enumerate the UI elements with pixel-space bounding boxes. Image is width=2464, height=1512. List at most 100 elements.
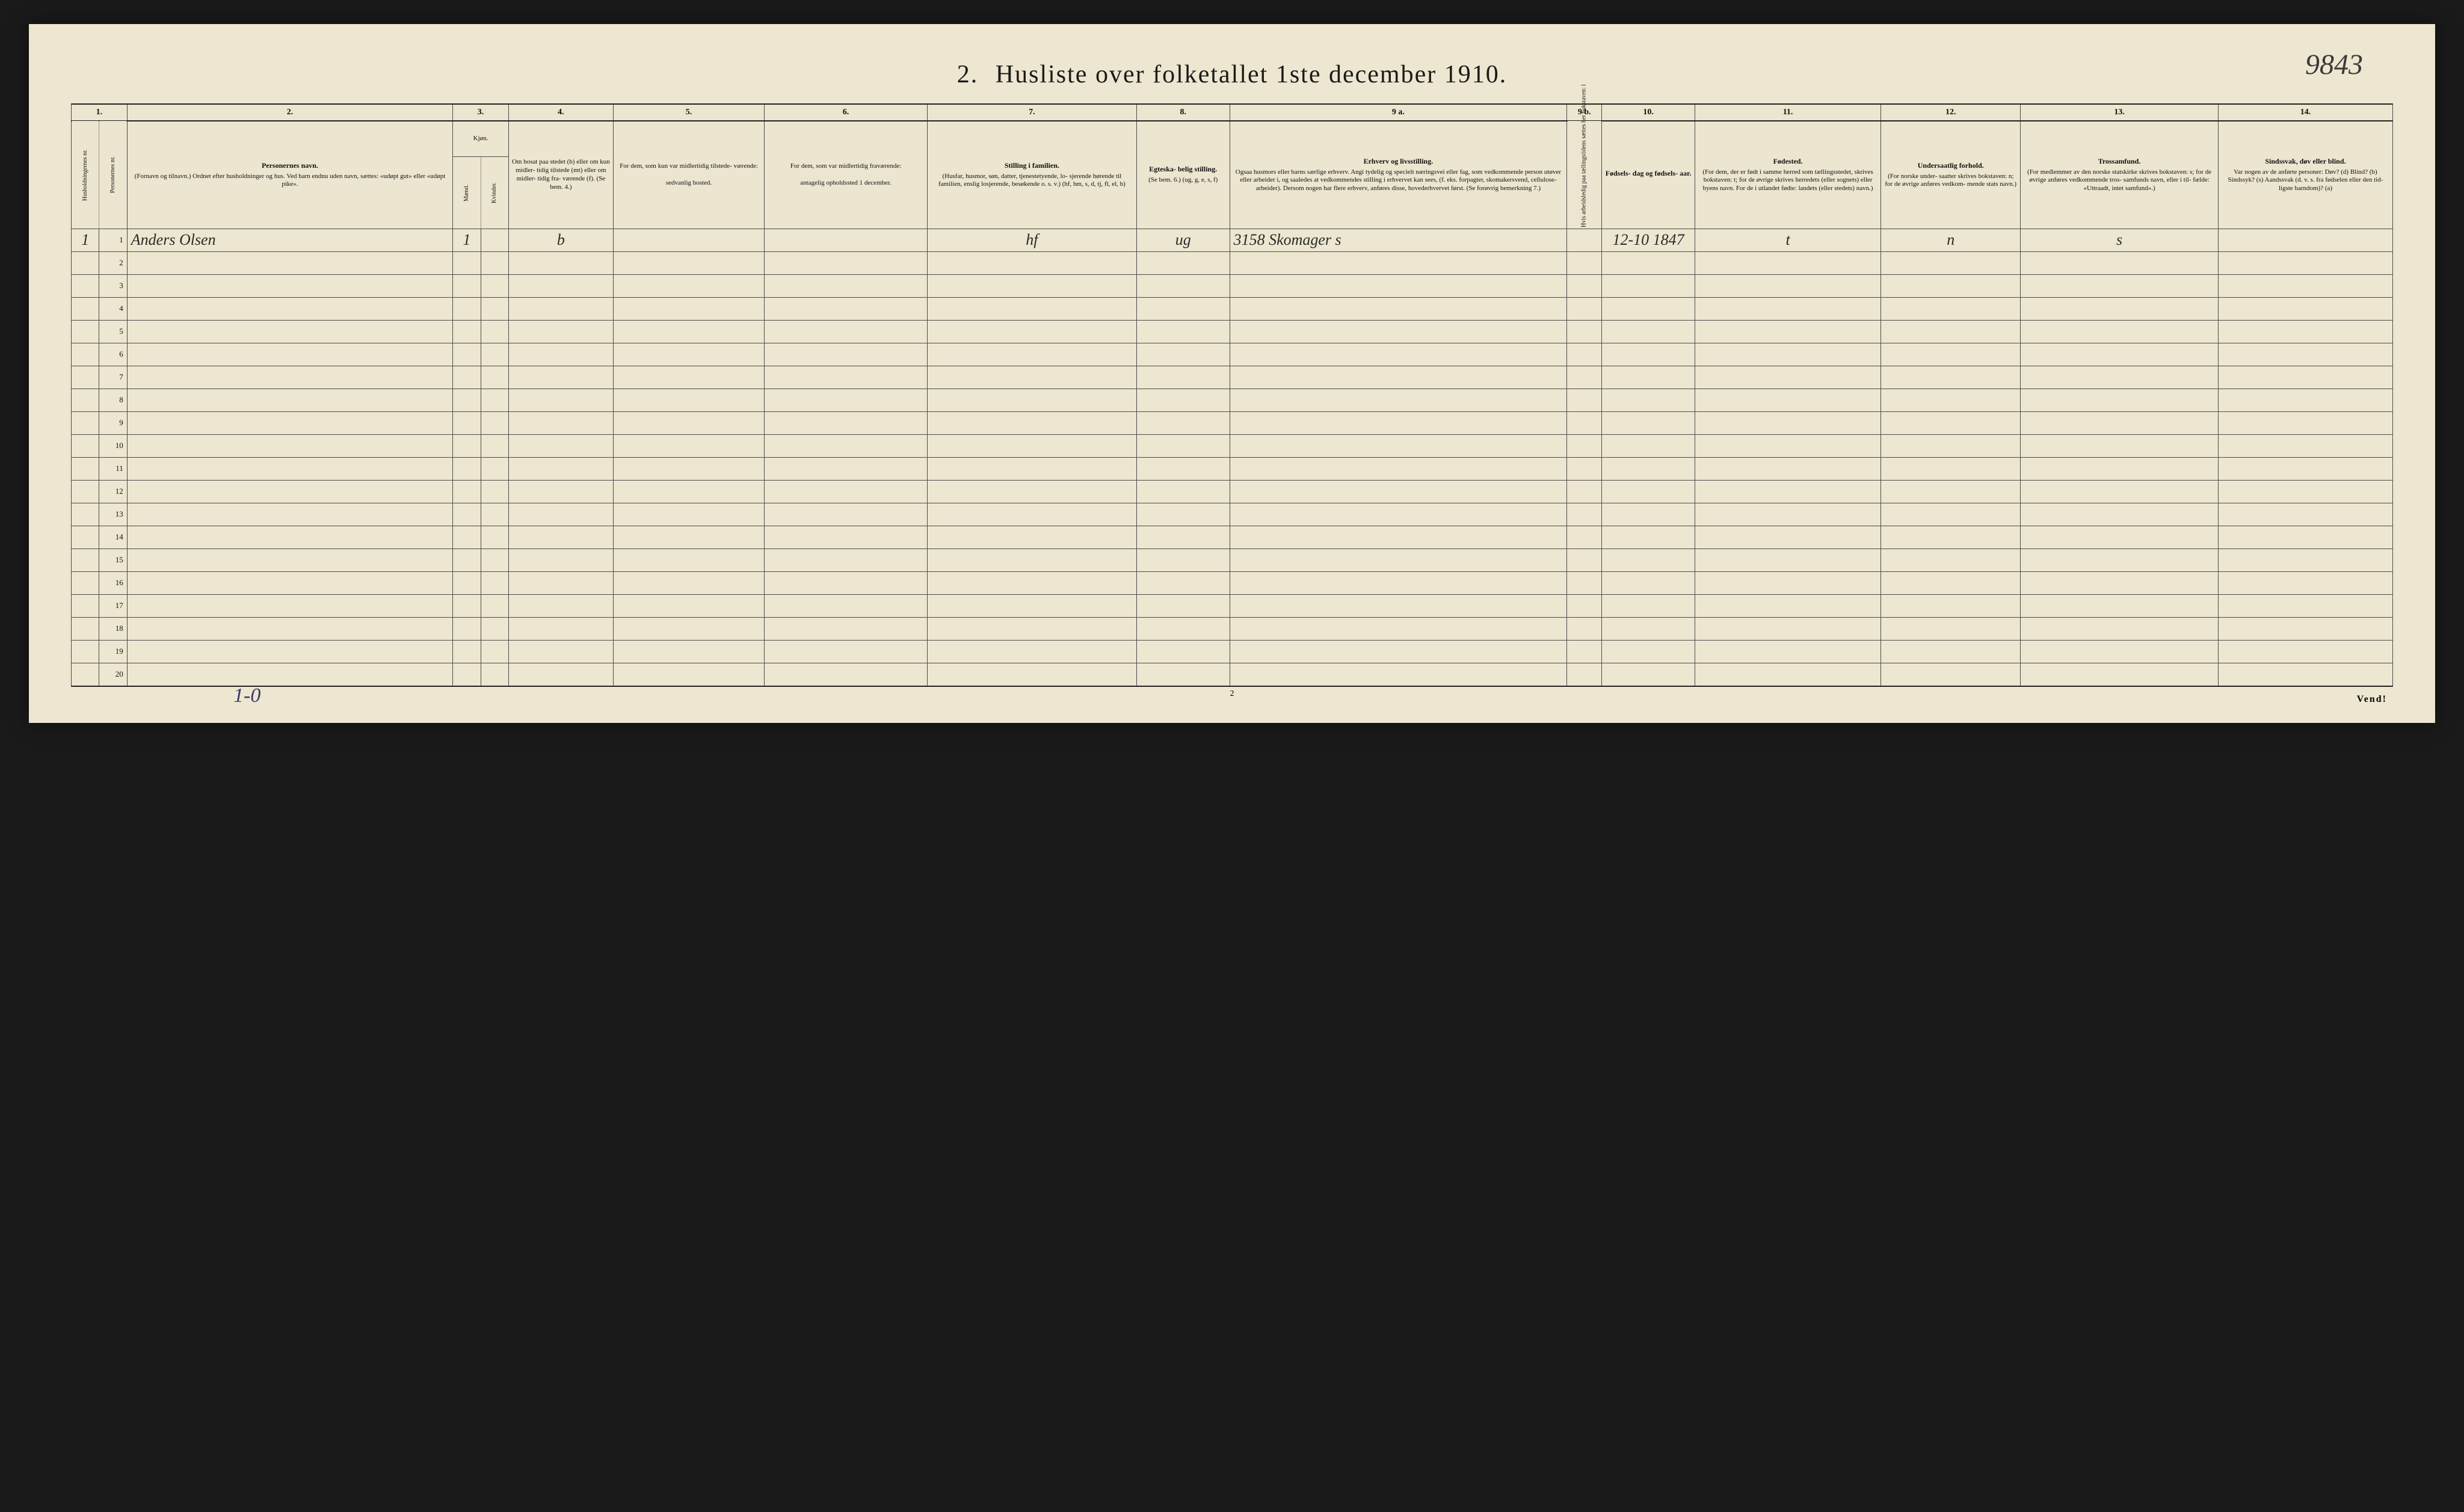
cell-hush-nr xyxy=(72,412,99,435)
cell-sex-k xyxy=(481,618,508,641)
cell-mt-tilstede xyxy=(613,458,764,481)
cell-bosat xyxy=(508,595,613,618)
footer-vend: Vend! xyxy=(2357,694,2387,705)
table-row: 15 xyxy=(72,549,2393,572)
cell-tros xyxy=(2021,275,2219,298)
cell-bosat xyxy=(508,503,613,526)
cell-mt-fravar xyxy=(765,503,928,526)
cell-sex-k xyxy=(481,481,508,503)
cell-undersaat xyxy=(1881,343,2021,366)
cell-sex-m xyxy=(453,389,481,412)
cell-undersaat xyxy=(1881,595,2021,618)
cell-mt-fravar xyxy=(765,549,928,572)
cell-arbeidsledig xyxy=(1567,503,1602,526)
cell-fodsel xyxy=(1602,389,1695,412)
hdr-erhverv-title: Erhverv og livsstilling. xyxy=(1233,157,1565,166)
colnum-2: 2. xyxy=(127,104,452,121)
cell-stilling-fam xyxy=(927,481,1136,503)
cell-fodested xyxy=(1695,366,1880,389)
cell-fodested xyxy=(1695,458,1880,481)
cell-sex-m xyxy=(453,298,481,321)
cell-sex-m: 1 xyxy=(453,229,481,252)
cell-sex-k xyxy=(481,572,508,595)
cell-sex-m xyxy=(453,435,481,458)
header-row: Husholdningernes nr. Personernes nr. Per… xyxy=(72,121,2393,157)
cell-fodsel xyxy=(1602,366,1695,389)
cell-mt-tilstede xyxy=(613,663,764,686)
table-row: 3 xyxy=(72,275,2393,298)
colnum-7: 7. xyxy=(927,104,1136,121)
cell-egteskab xyxy=(1136,641,1230,663)
cell-stilling-fam xyxy=(927,435,1136,458)
cell-tros xyxy=(2021,572,2219,595)
cell-arbeidsledig xyxy=(1567,549,1602,572)
cell-arbeidsledig xyxy=(1567,595,1602,618)
cell-mt-fravar xyxy=(765,458,928,481)
cell-name: Anders Olsen xyxy=(127,229,452,252)
hdr-fodsel-title: Fødsels- dag og fødsels- aar. xyxy=(1604,169,1692,178)
cell-stilling-fam xyxy=(927,549,1136,572)
cell-hush-nr xyxy=(72,252,99,275)
cell-sex-k xyxy=(481,595,508,618)
cell-fodested xyxy=(1695,275,1880,298)
cell-bosat xyxy=(508,549,613,572)
hdr-mt-fravar-sub: antagelig opholdssted 1 december. xyxy=(800,179,892,186)
cell-tros: s xyxy=(2021,229,2219,252)
colnum-3: 3. xyxy=(453,104,509,121)
cell-name xyxy=(127,572,452,595)
cell-undersaat xyxy=(1881,641,2021,663)
cell-sinds xyxy=(2218,458,2392,481)
table-row: 16 xyxy=(72,572,2393,595)
hdr-erhverv: Erhverv og livsstilling. Ogsaa husmors e… xyxy=(1230,121,1567,229)
cell-mt-tilstede xyxy=(613,435,764,458)
cell-sex-k xyxy=(481,321,508,343)
cell-hush-nr xyxy=(72,481,99,503)
cell-name xyxy=(127,618,452,641)
cell-fodested xyxy=(1695,298,1880,321)
colnum-10: 10. xyxy=(1602,104,1695,121)
cell-tros xyxy=(2021,458,2219,481)
table-row: 13 xyxy=(72,503,2393,526)
hdr-undersaat-body: (For norske under- saatter skrives bokst… xyxy=(1885,173,2016,188)
cell-tros xyxy=(2021,412,2219,435)
cell-stilling-fam xyxy=(927,503,1136,526)
cell-hush-nr xyxy=(72,641,99,663)
colnum-13: 13. xyxy=(2021,104,2219,121)
cell-arbeidsledig xyxy=(1567,229,1602,252)
cell-pers-nr: 20 xyxy=(99,663,127,686)
cell-erhverv xyxy=(1230,549,1567,572)
table-row: 2 xyxy=(72,252,2393,275)
hdr-mt-fravar-top: For dem, som var midlertidig fraværende: xyxy=(790,162,902,170)
cell-egteskab xyxy=(1136,663,1230,686)
hdr-fodested-title: Fødested. xyxy=(1698,157,1878,166)
cell-hush-nr xyxy=(72,503,99,526)
cell-bosat xyxy=(508,275,613,298)
cell-pers-nr: 6 xyxy=(99,343,127,366)
cell-tros xyxy=(2021,298,2219,321)
cell-sinds xyxy=(2218,503,2392,526)
cell-hush-nr xyxy=(72,435,99,458)
hdr-stilling: Stilling i familien. (Husfar, husmor, sø… xyxy=(927,121,1136,229)
cell-name xyxy=(127,481,452,503)
cell-sex-m xyxy=(453,458,481,481)
cell-fodsel xyxy=(1602,663,1695,686)
cell-bosat xyxy=(508,412,613,435)
cell-bosat xyxy=(508,481,613,503)
hdr-undersaat-title: Undersaatlig forhold. xyxy=(1883,161,2018,170)
census-table: 1. 2. 3. 4. 5. 6. 7. 8. 9 a. 9 b. 10. 11… xyxy=(71,103,2393,687)
cell-sinds xyxy=(2218,663,2392,686)
cell-fodsel xyxy=(1602,641,1695,663)
cell-name xyxy=(127,389,452,412)
cell-tros xyxy=(2021,595,2219,618)
cell-bosat xyxy=(508,343,613,366)
cell-fodsel xyxy=(1602,572,1695,595)
hdr-stilling-body: (Husfar, husmor, søn, datter, tjenestety… xyxy=(938,173,1126,188)
cell-undersaat xyxy=(1881,503,2021,526)
cell-name xyxy=(127,663,452,686)
cell-pers-nr: 9 xyxy=(99,412,127,435)
cell-sinds xyxy=(2218,435,2392,458)
cell-stilling-fam xyxy=(927,389,1136,412)
cell-fodested xyxy=(1695,435,1880,458)
cell-pers-nr: 8 xyxy=(99,389,127,412)
cell-sinds xyxy=(2218,618,2392,641)
